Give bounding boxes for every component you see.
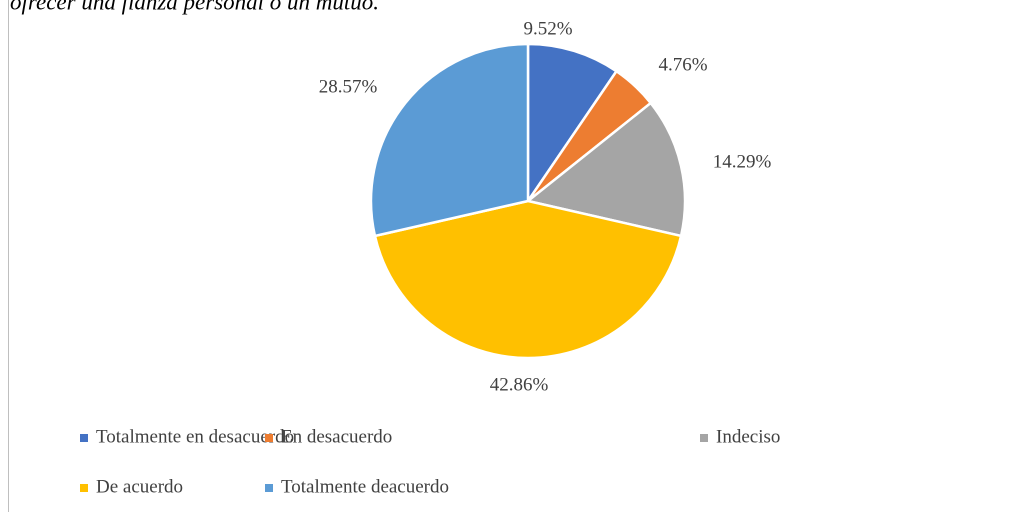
data-label: 42.86% bbox=[490, 374, 549, 395]
legend-swatch bbox=[700, 434, 708, 442]
legend-swatch bbox=[80, 434, 88, 442]
pie-slice bbox=[369, 42, 530, 238]
pie-slice bbox=[373, 199, 683, 360]
legend-label: Indeciso bbox=[716, 426, 780, 447]
data-label: 4.76% bbox=[658, 54, 707, 75]
pie-slice bbox=[525, 101, 687, 238]
legend-label: En desacuerdo bbox=[281, 426, 392, 447]
legend-label: Totalmente deacuerdo bbox=[281, 476, 449, 497]
data-label: 28.57% bbox=[319, 76, 378, 97]
legend-label: De acuerdo bbox=[96, 476, 183, 497]
legend-swatch bbox=[265, 484, 273, 492]
legend-label: Totalmente en desacuerdo bbox=[96, 426, 294, 447]
data-label: 14.29% bbox=[713, 151, 772, 172]
chart-title: ofrecer una fianza personal o un mutuo. bbox=[10, 0, 379, 14]
data-label: 9.52% bbox=[523, 18, 572, 39]
legend-swatch bbox=[80, 484, 88, 492]
pie-slice bbox=[526, 42, 619, 206]
legend-swatch bbox=[265, 434, 273, 442]
